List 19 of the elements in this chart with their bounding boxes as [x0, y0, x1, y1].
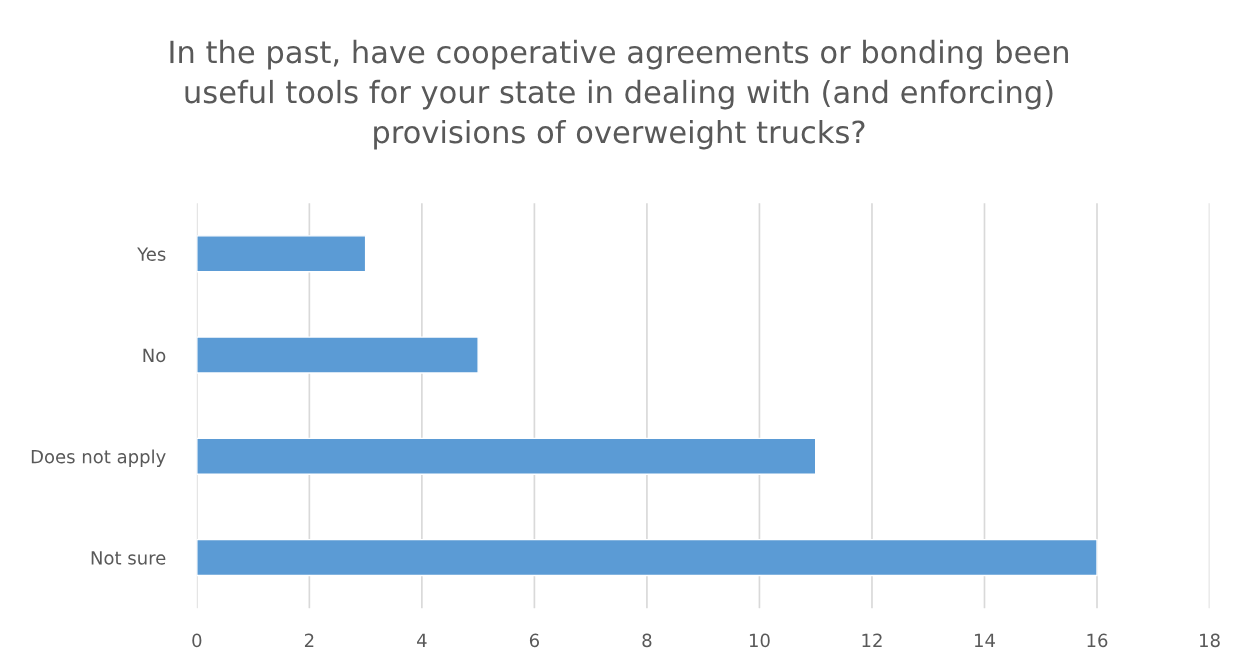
x-tick-label: 12	[862, 633, 882, 647]
x-tick-label: 8	[642, 633, 652, 648]
chart-title: In the past, have cooperative agreements or bonding been useful tools for your state in dealing with (and enforcing) provisions of overweight trucks?	[170, 39, 1068, 150]
x-tick-label: 2	[304, 633, 314, 647]
x-tick-label: 10	[749, 633, 770, 648]
x-tick-label: 0	[192, 633, 202, 648]
x-tick-label: 14	[974, 633, 995, 647]
x-tick-label: 16	[1087, 633, 1108, 648]
bar	[196, 235, 367, 273]
bar	[196, 437, 817, 476]
x-tick-label: 6	[529, 633, 540, 648]
y-tick-label: Not sure	[91, 551, 166, 565]
x-tick-label: 4	[417, 633, 427, 647]
y-tick-label: Yes	[137, 247, 166, 261]
bar	[196, 538, 1098, 577]
bar	[196, 336, 479, 374]
y-tick-label: Does not apply	[31, 449, 166, 467]
x-tick-label: 18	[1200, 633, 1220, 648]
y-tick-label: No	[143, 348, 166, 363]
